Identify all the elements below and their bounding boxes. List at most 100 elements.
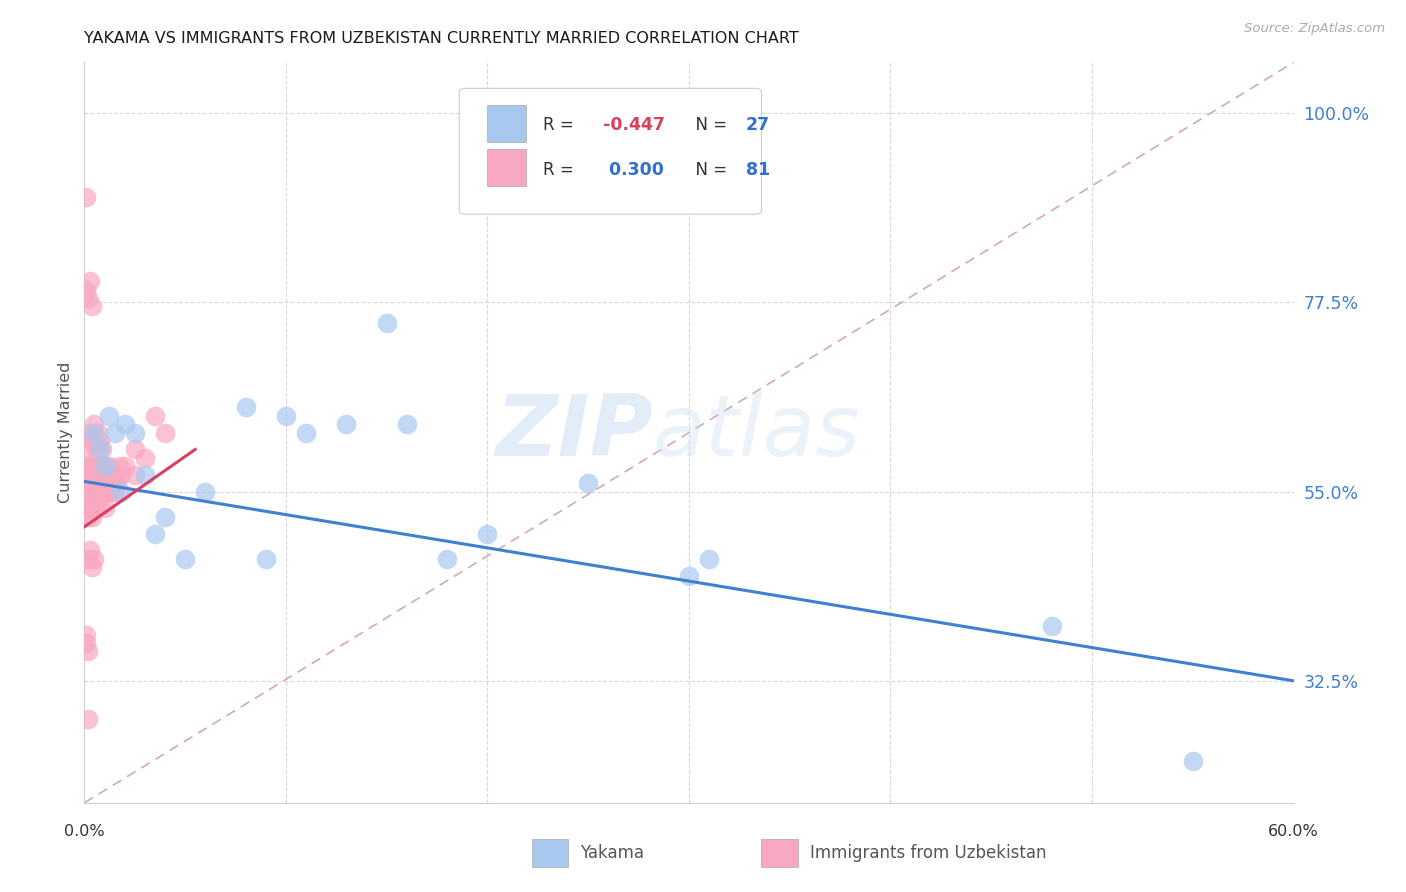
Point — [375, 316, 398, 330]
Point — [100, 484, 122, 499]
Point — [174, 551, 197, 566]
Point — [153, 425, 176, 440]
Point — [77, 644, 100, 658]
Point — [104, 467, 127, 482]
Text: Source: ZipAtlas.com: Source: ZipAtlas.com — [1244, 22, 1385, 36]
Point — [83, 417, 105, 432]
Point — [89, 467, 111, 482]
Point — [83, 492, 105, 507]
Point — [82, 509, 104, 524]
Point — [75, 627, 97, 641]
Point — [75, 190, 97, 204]
Point — [82, 560, 104, 574]
Text: YAKAMA VS IMMIGRANTS FROM UZBEKISTAN CURRENTLY MARRIED CORRELATION CHART: YAKAMA VS IMMIGRANTS FROM UZBEKISTAN CUR… — [84, 31, 799, 46]
Point — [86, 501, 108, 516]
Point — [79, 425, 101, 440]
Point — [82, 476, 104, 491]
Point — [87, 425, 110, 440]
Point — [124, 442, 146, 457]
Point — [83, 425, 105, 440]
Point — [110, 467, 132, 482]
Text: N =: N = — [685, 116, 733, 135]
Point — [79, 501, 101, 516]
Point — [1040, 619, 1063, 633]
Point — [83, 501, 105, 516]
Point — [124, 425, 146, 440]
Point — [96, 484, 118, 499]
Point — [83, 551, 105, 566]
Point — [104, 425, 127, 440]
Point — [89, 484, 111, 499]
Point — [96, 467, 118, 482]
Bar — [486, 150, 526, 186]
Point — [77, 442, 100, 457]
Point — [82, 492, 104, 507]
Point — [79, 467, 101, 482]
Bar — [486, 105, 526, 142]
Point — [97, 459, 120, 474]
Text: Immigrants from Uzbekistan: Immigrants from Uzbekistan — [810, 844, 1046, 863]
Point — [79, 274, 101, 288]
Point — [576, 476, 599, 491]
Point — [235, 401, 257, 415]
Point — [477, 526, 499, 541]
Point — [75, 636, 97, 650]
Point — [697, 551, 720, 566]
Point — [104, 484, 127, 499]
Point — [91, 476, 114, 491]
Point — [134, 450, 156, 465]
Text: 60.0%: 60.0% — [1268, 824, 1319, 838]
Text: 0.0%: 0.0% — [65, 824, 104, 838]
Point — [79, 492, 101, 507]
Point — [89, 492, 111, 507]
Point — [89, 434, 111, 448]
Point — [82, 467, 104, 482]
Point — [100, 467, 122, 482]
Point — [75, 283, 97, 297]
Point — [335, 417, 357, 432]
Point — [107, 459, 129, 474]
Point — [77, 291, 100, 305]
Point — [97, 409, 120, 423]
Point — [87, 476, 110, 491]
Text: Yakama: Yakama — [581, 844, 644, 863]
Point — [86, 442, 108, 457]
Point — [678, 568, 700, 582]
Point — [77, 476, 100, 491]
Point — [124, 467, 146, 482]
Point — [77, 551, 100, 566]
Text: R =: R = — [543, 116, 579, 135]
Point — [93, 467, 115, 482]
Point — [75, 492, 97, 507]
Point — [143, 526, 166, 541]
Text: atlas: atlas — [652, 391, 860, 475]
Point — [93, 484, 115, 499]
Point — [274, 409, 297, 423]
Point — [93, 476, 115, 491]
Point — [395, 417, 418, 432]
Point — [87, 467, 110, 482]
Text: N =: N = — [685, 161, 733, 178]
Text: 81: 81 — [745, 161, 770, 178]
FancyBboxPatch shape — [460, 88, 762, 214]
Point — [87, 459, 110, 474]
Point — [77, 459, 100, 474]
Point — [83, 459, 105, 474]
Point — [83, 467, 105, 482]
Point — [86, 467, 108, 482]
Point — [79, 476, 101, 491]
Point — [93, 501, 115, 516]
Text: ZIP: ZIP — [495, 391, 652, 475]
Point — [89, 442, 111, 457]
Point — [114, 459, 136, 474]
Point — [105, 476, 128, 491]
Point — [83, 484, 105, 499]
Point — [91, 442, 114, 457]
Point — [75, 467, 97, 482]
Point — [254, 551, 277, 566]
Y-axis label: Currently Married: Currently Married — [58, 362, 73, 503]
Point — [143, 409, 166, 423]
Point — [93, 459, 115, 474]
Bar — [531, 839, 568, 867]
Point — [110, 484, 132, 499]
